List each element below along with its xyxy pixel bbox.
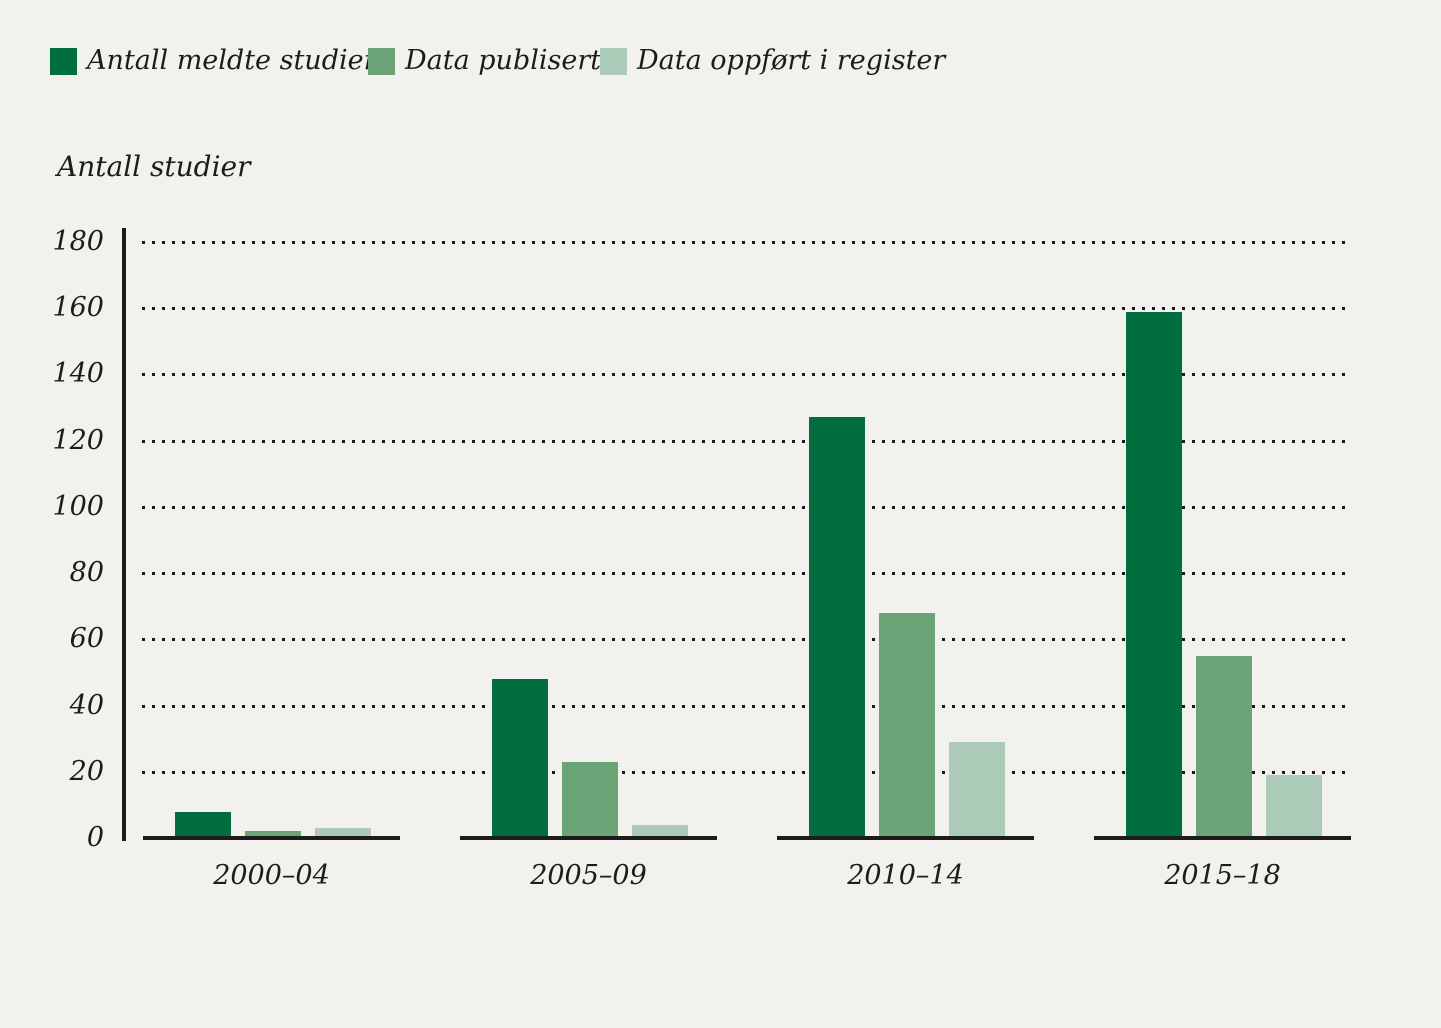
legend-swatch-dark-green	[50, 47, 77, 75]
legend-label: Data publisert	[405, 45, 602, 76]
gridline-100	[142, 505, 1348, 509]
bar-2000–04-Data publisert	[245, 831, 301, 838]
gridline-180	[142, 241, 1348, 244]
gridline-160	[142, 307, 1348, 311]
legend-swatch-medium-green	[368, 47, 395, 75]
gridline-140	[142, 373, 1348, 377]
bar-2015–18-Data oppført i register	[1266, 775, 1322, 838]
x-tick-label-2000–04: 2000–04	[213, 860, 330, 891]
y-tick-label-180: 180	[52, 226, 104, 257]
bar-2015–18-Data publisert	[1196, 656, 1252, 838]
x-axis-baseline-2000–04	[143, 836, 400, 840]
gridline-60	[142, 638, 1348, 642]
y-axis-line	[122, 228, 126, 841]
y-tick-label-140: 140	[52, 358, 104, 390]
y-axis-title: Antall studier	[57, 150, 251, 183]
legend-item-data-oppfort-i-register: Data oppført i register	[600, 46, 945, 76]
legend-swatch-light-green	[600, 47, 627, 75]
legend-item-data-publisert: Data publisert	[368, 46, 601, 76]
y-tick-label-120: 120	[52, 424, 104, 456]
bar-2010–14-Antall meldte studier	[809, 417, 865, 838]
gridline-80	[142, 572, 1348, 576]
legend-item-antall-meldte-studier: Antall meldte studier	[50, 46, 377, 76]
gridline-20	[142, 770, 1348, 774]
y-tick-label-160: 160	[52, 292, 104, 324]
legend-label: Data oppført i register	[637, 45, 946, 76]
x-axis-baseline-2005–09	[460, 836, 717, 840]
x-tick-label-2010–14: 2010–14	[847, 860, 964, 891]
bar-2000–04-Antall meldte studier	[175, 812, 231, 838]
gridline-40	[142, 704, 1348, 708]
y-tick-label-60: 60	[69, 623, 104, 655]
bar-2005–09-Data publisert	[562, 762, 618, 838]
bar-2005–09-Data oppført i register	[632, 825, 688, 838]
y-tick-label-20: 20	[69, 755, 104, 787]
gridline-120	[142, 439, 1348, 443]
y-tick-label-40: 40	[69, 689, 104, 721]
bar-2005–09-Antall meldte studier	[492, 679, 548, 838]
bar-2015–18-Antall meldte studier	[1126, 312, 1182, 838]
x-axis-baseline-2010–14	[777, 836, 1034, 840]
x-tick-label-2015–18: 2015–18	[1164, 860, 1281, 891]
bar-2010–14-Data publisert	[879, 613, 935, 838]
x-tick-label-2005–09: 2005–09	[530, 860, 647, 891]
bar-2010–14-Data oppført i register	[949, 742, 1005, 838]
bar-2000–04-Data oppført i register	[315, 828, 371, 838]
x-axis-baseline-2015–18	[1094, 836, 1351, 840]
y-tick-label-100: 100	[52, 490, 104, 522]
y-tick-label-0: 0	[86, 822, 104, 853]
y-tick-label-80: 80	[69, 557, 104, 589]
legend-label: Antall meldte studier	[87, 45, 377, 76]
